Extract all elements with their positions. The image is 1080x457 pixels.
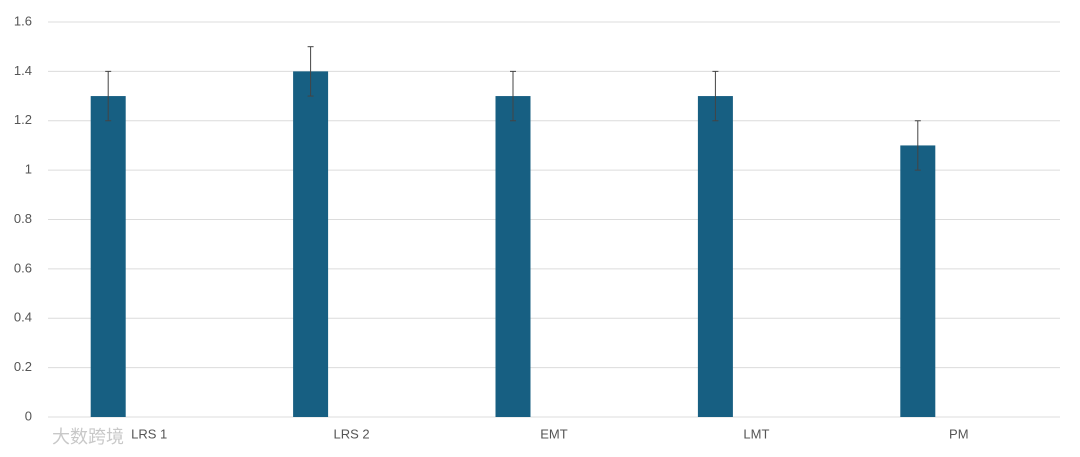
error-bar bbox=[914, 120, 921, 171]
bar bbox=[90, 96, 126, 417]
x-tick-label: EMT bbox=[540, 426, 568, 441]
y-tick-label: 1 bbox=[25, 162, 32, 177]
y-tick-label: 1.6 bbox=[14, 13, 32, 28]
bar bbox=[900, 145, 936, 417]
x-tick-label: LRS 2 bbox=[334, 426, 370, 441]
x-tick-label: LMT bbox=[743, 426, 769, 441]
x-tick-label: PM bbox=[949, 426, 969, 441]
error-bar bbox=[105, 70, 112, 122]
bar bbox=[697, 96, 733, 417]
error-bar bbox=[307, 46, 314, 97]
watermark: 大数跨境 bbox=[52, 427, 124, 447]
x-tick-label: LRS 1 bbox=[131, 426, 167, 441]
y-tick-label: 0.8 bbox=[14, 211, 32, 226]
bar bbox=[293, 71, 329, 417]
y-tick-label: 1.2 bbox=[14, 112, 32, 127]
y-tick-label: 0.6 bbox=[14, 260, 32, 275]
y-tick-label: 0.2 bbox=[14, 359, 32, 374]
y-tick-label: 1.4 bbox=[14, 63, 32, 78]
error-bar bbox=[712, 70, 719, 122]
error-bar bbox=[510, 70, 516, 122]
y-tick-label: 0.4 bbox=[14, 310, 32, 325]
bar bbox=[495, 96, 531, 417]
y-tick-label: 0 bbox=[25, 408, 32, 423]
